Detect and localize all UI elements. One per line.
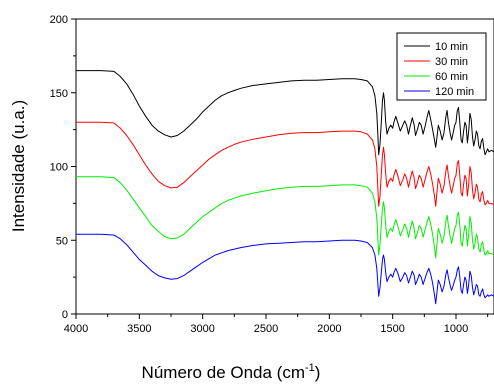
y-tick-label: 150 <box>50 88 68 100</box>
legend-box <box>396 32 487 101</box>
x-axis-title-close: ) <box>315 363 321 382</box>
series-line-10-min <box>76 70 494 156</box>
x-tick-label: 3500 <box>127 323 151 335</box>
x-tick-label: 1000 <box>444 323 468 335</box>
x-tick-label: 2500 <box>254 323 278 335</box>
axes-layer: 4000 3500 3000 2500 2000 1500 1000 0 50 100 150 200 <box>50 14 489 335</box>
y-tick-label: 0 <box>62 309 68 321</box>
legend-label: 30 min <box>435 56 468 68</box>
series-line-30-min <box>76 121 494 207</box>
x-tick-label: 2000 <box>317 323 341 335</box>
x-tick-label: 3000 <box>190 323 214 335</box>
legend-label: 10 min <box>435 41 468 53</box>
y-tick-label: 100 <box>50 162 68 174</box>
y-tick-label: 50 <box>56 235 68 247</box>
x-tick-label: 4000 <box>64 323 88 335</box>
series-layer <box>76 70 494 305</box>
legend: 10 min 30 min 60 min 120 min <box>396 32 487 101</box>
series-line-60-min <box>76 176 494 259</box>
x-axis-title: Número de Onda (cm-1) <box>142 362 321 382</box>
y-tick-label: 200 <box>50 14 68 26</box>
legend-label: 120 min <box>435 86 474 98</box>
legend-label: 60 min <box>435 71 468 83</box>
x-axis-title-superscript: -1 <box>305 362 315 374</box>
series-line-120-min <box>76 233 494 305</box>
x-tick-label: 1500 <box>380 323 404 335</box>
x-axis-title-main: Número de Onda (cm <box>142 363 305 382</box>
y-axis-title: Intensidade (u.a.) <box>9 100 28 232</box>
